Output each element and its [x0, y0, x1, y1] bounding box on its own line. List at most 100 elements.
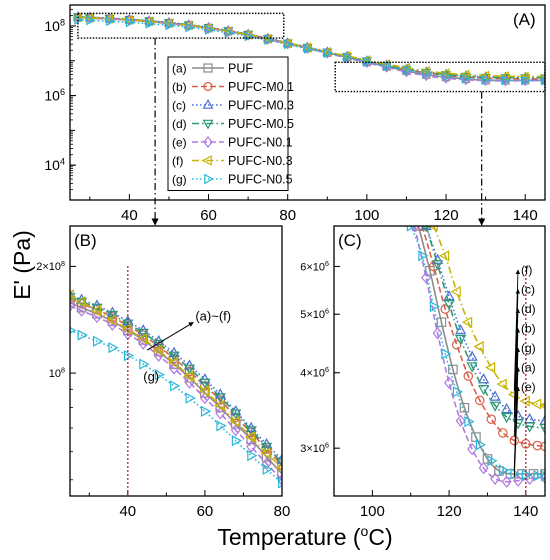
point-c-pufc-m0-3: [501, 402, 513, 414]
point-a-pufc-n0-5: [383, 61, 393, 72]
series-b-pufc-m0-3: [70, 288, 282, 464]
point-b-pufc-n0-5: [216, 420, 227, 432]
point-b-pufc-n0-1: [199, 391, 210, 405]
point-c-pufc-m0-5: [524, 422, 536, 433]
y-tick-label-c: 4×106: [300, 366, 329, 379]
point-a-pufc-n0-3: [202, 22, 213, 33]
point-c-pufc-m0-1: [486, 414, 497, 425]
point-b-pufc-n0-3: [198, 385, 209, 397]
y-tick-label-a: 106: [44, 87, 65, 104]
point-b-pufc-n0-5: [93, 335, 104, 347]
y-tick-label-a: 104: [44, 156, 65, 173]
point-c-pufc-m0-3: [489, 390, 501, 401]
point-a-pufc-n0-3: [123, 14, 133, 25]
point-c-puf: [459, 402, 470, 413]
legend-key-pufc-m0-1: (b): [172, 80, 187, 94]
point-b-pufc-n0-5: [278, 477, 282, 489]
point-c-pufc-n0-5: [487, 455, 498, 467]
zoom-box-c: [334, 61, 546, 93]
point-c-pufc-m0-3: [539, 414, 545, 425]
point-b-pufc-n0-1: [70, 299, 75, 312]
point-c-pufc-n0-5: [475, 439, 487, 451]
legend-marker-pufc-n0-1: [203, 136, 213, 148]
point-b-pufc-m0-5: [199, 378, 211, 389]
series-line-c-pufc-m0-3: [425, 226, 545, 422]
series-line-a-pufc-n0-5: [77, 19, 545, 82]
legend-marker-puf: [203, 63, 213, 73]
annotation-c-pufc-m0-1: (b): [521, 322, 536, 336]
point-b-pufc-n0-3: [183, 370, 194, 382]
point-c-pufc-m0-1: [474, 395, 485, 406]
series-line-c-pufc-m0-1: [421, 226, 545, 448]
y-tick-label-c: 5×106: [300, 308, 329, 321]
series-line-b-pufc-n0-5: [70, 329, 282, 484]
point-c-pufc-m0-5: [454, 335, 467, 346]
y-tick-label-c: 6×106: [300, 260, 329, 273]
point-c-pufc-n0-3: [531, 398, 542, 410]
panel-label-c: (C): [338, 231, 362, 250]
series-c-pufc-n0-3: [427, 226, 545, 410]
panel-c-axes: 100 120 140 6×106 5×106 4×106 3×106 (C): [300, 225, 546, 520]
point-a-pufc-n0-3: [420, 65, 430, 76]
point-c-puf: [436, 317, 447, 328]
x-tick-label-a: 120: [434, 207, 459, 224]
point-a-pufc-n0-5: [145, 18, 155, 29]
series-c-pufc-m0-5: [422, 226, 545, 435]
annotation-b-a-f: (a)~(f): [195, 308, 231, 323]
point-c-pufc-m0-1: [532, 440, 543, 451]
point-b-pufc-m0-5: [183, 364, 196, 375]
legend-marker-pufc-m0-3: [202, 98, 214, 109]
point-b-pufc-n0-3: [70, 289, 74, 301]
point-c-pufc-m0-5: [539, 424, 545, 435]
point-c-pufc-m0-3: [477, 373, 490, 384]
series-line-b-pufc-m0-3: [70, 294, 282, 461]
point-b-pufc-n0-1: [76, 304, 87, 317]
point-a-pufc-n0-3: [84, 12, 94, 23]
point-c-pufc-n0-1: [513, 474, 524, 487]
point-b-pufc-m0-5: [260, 442, 273, 453]
point-b-pufc-n0-3: [136, 333, 148, 345]
point-a-pufc-n0-3: [242, 29, 252, 40]
point-a-pufc-n0-5: [541, 75, 545, 86]
annotation-arrow-c-pufc-m0-1: [513, 328, 521, 437]
point-c-pufc-n0-3: [519, 395, 530, 407]
legend-key-pufc-m0-3: (c): [172, 99, 186, 113]
point-c-pufc-m0-1: [463, 371, 474, 381]
x-tick-label-a: 100: [354, 207, 379, 224]
annotation-c-pufc-n0-5: (g): [521, 341, 536, 355]
point-c-pufc-m0-1: [497, 428, 508, 438]
series-line-a-pufc-n0-3: [77, 16, 545, 78]
series-a-pufc-n0-3: [72, 12, 545, 82]
point-b-pufc-n0-5: [185, 392, 196, 404]
point-c-pufc-n0-5: [452, 386, 464, 398]
point-a-pufc-n0-3: [222, 26, 232, 37]
point-c-pufc-n0-3: [438, 250, 450, 262]
series-line-b-pufc-m0-1: [70, 298, 282, 466]
point-b-pufc-m0-5: [168, 351, 180, 362]
point-a-pufc-n0-5: [521, 75, 531, 86]
legend-label-pufc-m0-3: PUFC-M0.3: [228, 99, 294, 113]
annotation-c-puf: (a): [521, 361, 536, 375]
point-a-pufc-n0-3: [341, 50, 351, 61]
legend-entry-pufc-m0-1: (b) PUFC-M0.1: [172, 80, 294, 94]
point-c-pufc-m0-5: [501, 412, 513, 424]
point-c-pufc-n0-1: [421, 271, 432, 284]
point-a-pufc-n0-3: [539, 73, 545, 80]
point-c-pufc-n0-1: [444, 376, 455, 389]
point-c-pufc-m0-5: [477, 385, 490, 396]
point-b-pufc-m0-5: [91, 303, 103, 314]
point-c-pufc-n0-5: [429, 300, 441, 313]
x-tick-label-c: 120: [437, 503, 462, 520]
point-b-pufc-n0-5: [123, 350, 135, 362]
point-a-pufc-n0-5: [185, 22, 195, 33]
point-a-pufc-n0-5: [482, 74, 492, 85]
x-tick-label-a: 40: [121, 207, 138, 224]
legend-key-pufc-n0-5: (g): [172, 173, 187, 187]
point-b-pufc-n0-3: [229, 415, 240, 428]
point-b-pufc-n0-3: [152, 344, 163, 356]
point-b-pufc-m0-5: [276, 458, 282, 469]
point-a-pufc-n0-5: [304, 43, 314, 54]
legend-label-pufc-n0-1: PUFC-N0.1: [228, 136, 293, 150]
point-b-pufc-m0-1: [246, 427, 256, 438]
